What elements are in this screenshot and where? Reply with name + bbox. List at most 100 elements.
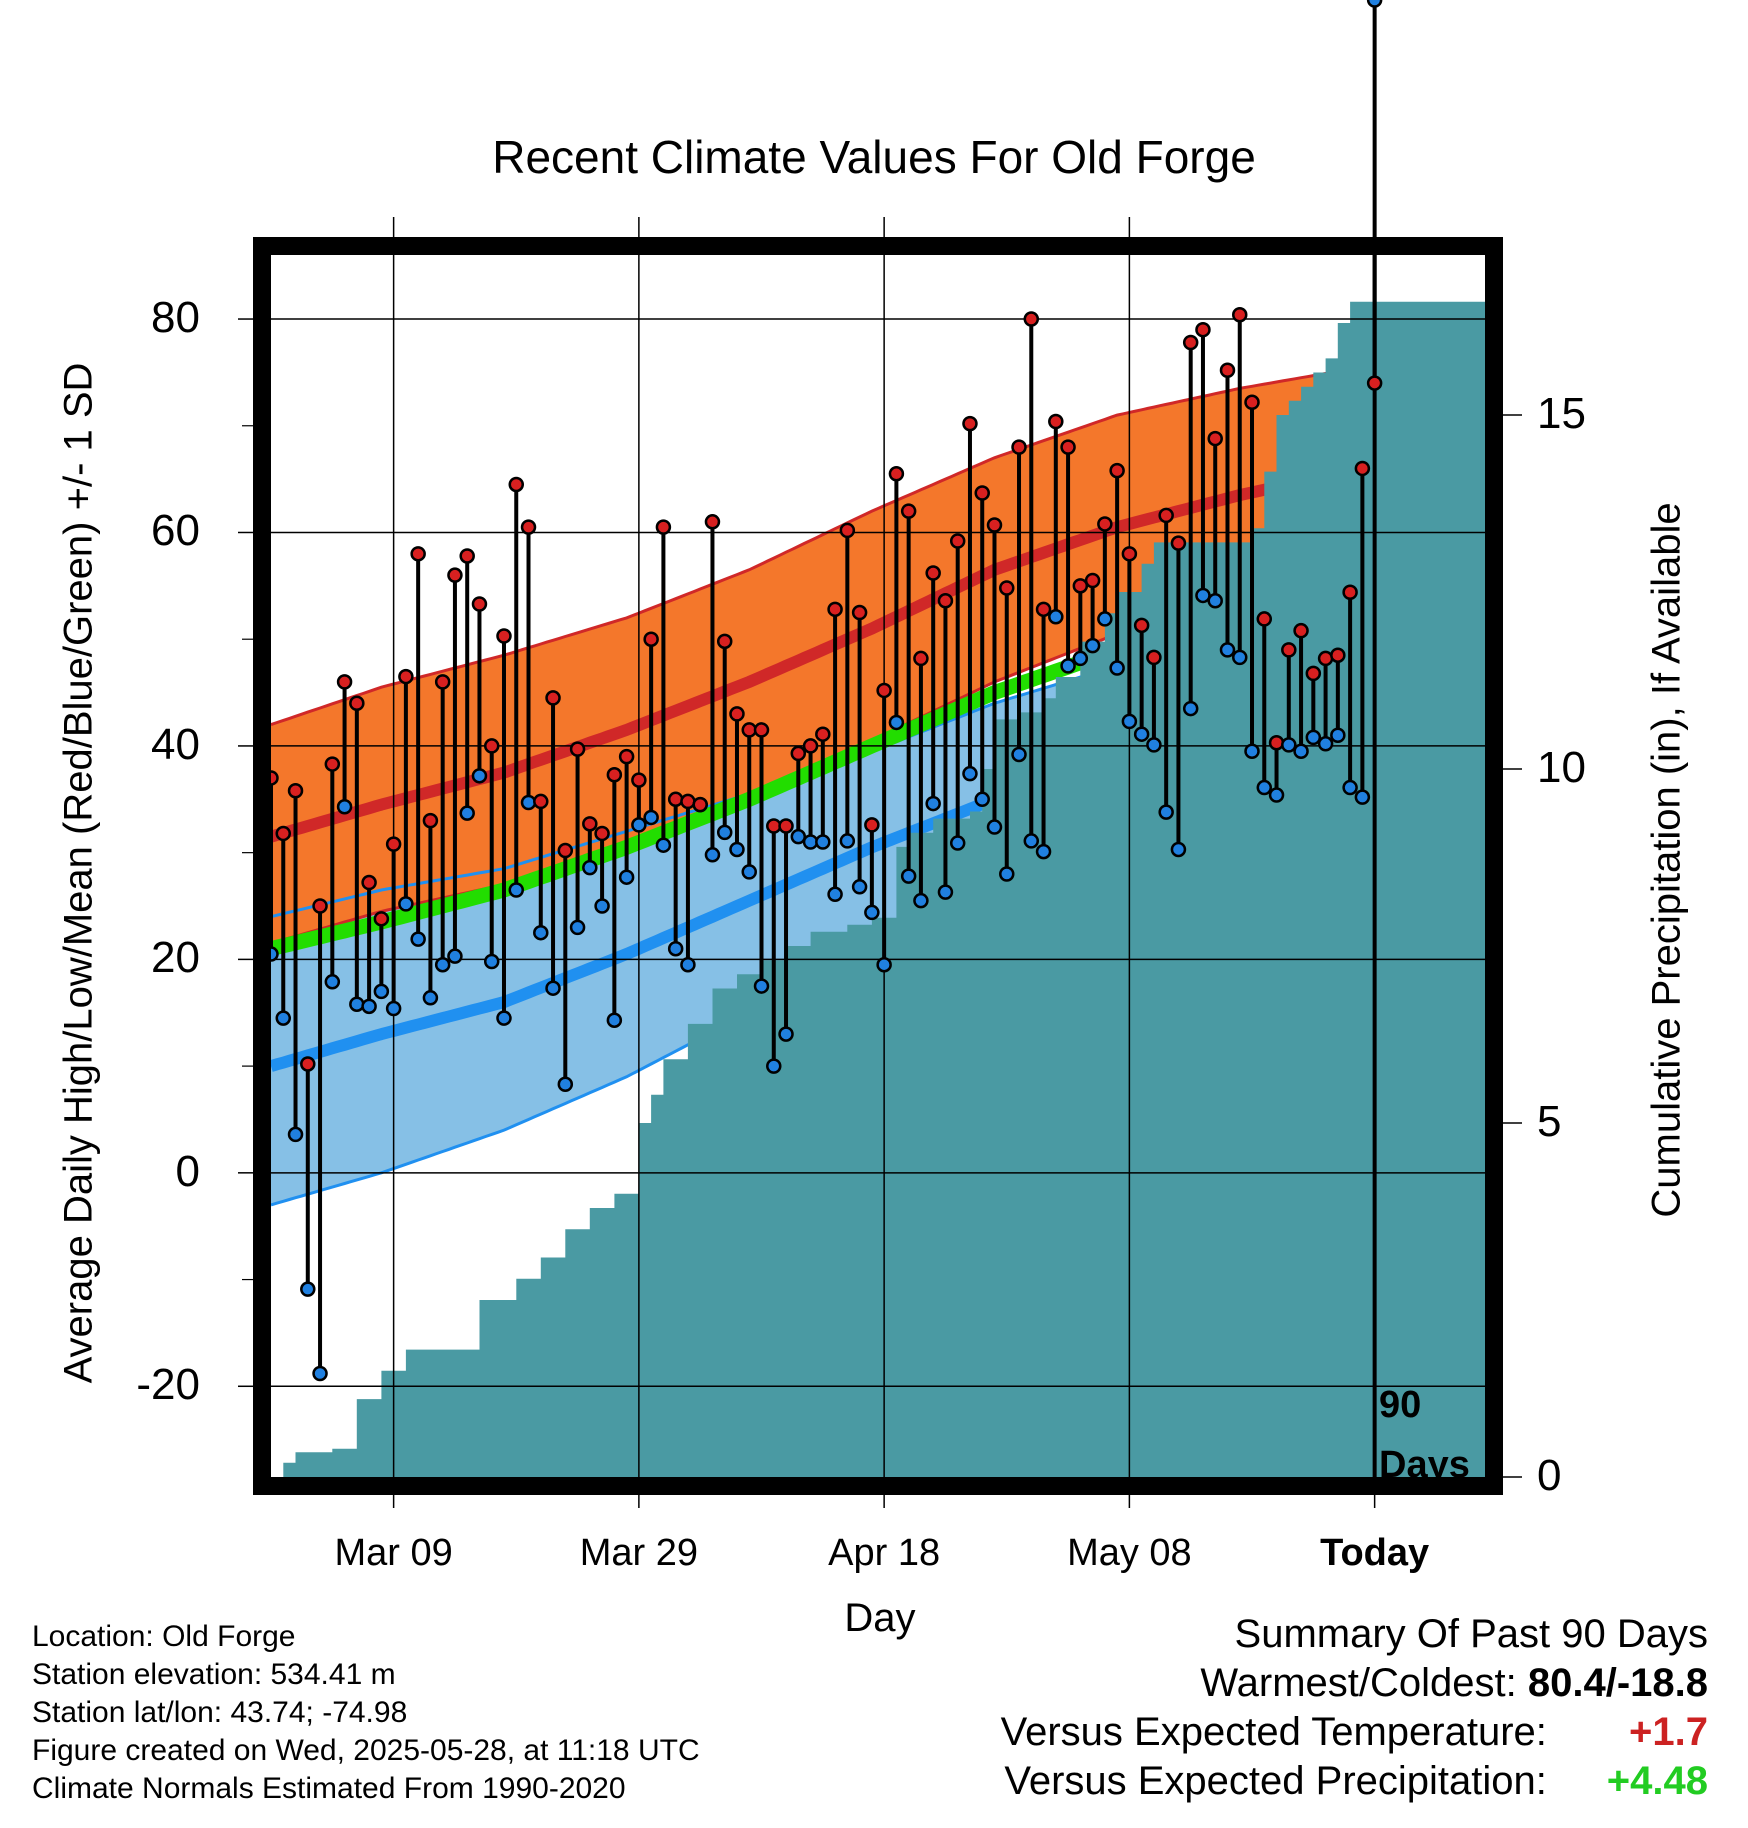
low-point [582, 859, 598, 876]
high-point [1048, 413, 1064, 430]
high-point [1305, 665, 1322, 682]
low-point [876, 956, 892, 973]
high-point [520, 519, 537, 535]
high-point [716, 633, 733, 650]
low-point [1023, 833, 1040, 849]
low-point [434, 956, 451, 973]
high-point [1268, 734, 1285, 751]
low-point [1084, 637, 1101, 654]
low-point [1244, 743, 1260, 760]
high-point [287, 783, 304, 799]
high-point [1195, 321, 1211, 338]
low-point [1219, 642, 1236, 658]
high-point [815, 726, 831, 742]
temp-anomaly-value: +1.7 [1629, 1710, 1708, 1754]
low-point [864, 904, 880, 921]
high-point [655, 519, 672, 535]
x-tick-label: May 08 [1067, 1532, 1192, 1574]
high-point [300, 1056, 316, 1072]
low-point [962, 765, 978, 782]
low-point [851, 879, 868, 895]
x-tick-label: Apr 18 [828, 1532, 941, 1574]
high-point [949, 533, 966, 549]
high-point [974, 485, 990, 501]
high-point [434, 674, 451, 690]
low-point [1256, 779, 1273, 796]
low-point [643, 809, 659, 826]
low-point [949, 835, 966, 851]
high-point [312, 898, 328, 914]
low-point [606, 1012, 623, 1028]
low-point [1158, 804, 1174, 820]
high-point [999, 580, 1015, 596]
low-point [594, 898, 610, 914]
warmest-coldest-value: 80.4/-18.8 [1527, 1661, 1708, 1705]
low-point [1182, 700, 1199, 717]
low-point [741, 864, 757, 880]
low-point [545, 980, 561, 996]
y-tick-label-left: 80 [151, 293, 200, 343]
high-point [545, 690, 561, 706]
low-point [1170, 841, 1187, 858]
low-point [618, 869, 635, 885]
low-point [986, 819, 1003, 835]
low-point [900, 868, 917, 884]
summary-precip-row: Versus Expected Precipitation: +4.48 [1001, 1757, 1708, 1806]
summary-warmest-coldest: Warmest/Coldest: 80.4/-18.8 [1001, 1659, 1708, 1708]
high-point [1293, 622, 1309, 639]
low-point [471, 768, 488, 784]
low-point [827, 886, 843, 903]
low-point [925, 795, 941, 812]
high-point [631, 772, 647, 788]
high-point [888, 466, 905, 482]
low-point [398, 896, 414, 912]
low-point [483, 953, 500, 970]
high-point [790, 745, 807, 762]
low-point [1354, 789, 1371, 805]
precip-anomaly-value: +4.48 [1606, 1759, 1708, 1803]
y-tick-label-right: 15 [1537, 389, 1586, 438]
x-tick-label: Mar 29 [579, 1532, 699, 1574]
warmest-coldest-label: Warmest/Coldest: [1200, 1661, 1517, 1705]
station-info: Location: Old Forge Station elevation: 5… [32, 1618, 700, 1808]
low-point [1305, 729, 1322, 746]
high-point [839, 522, 856, 539]
high-point [410, 546, 426, 562]
y-tick-label-right: 5 [1537, 1097, 1562, 1146]
station-location: Location: Old Forge [32, 1620, 296, 1653]
today-annotation-unit: Days [1379, 1444, 1470, 1486]
low-point [1330, 727, 1346, 744]
high-point [778, 818, 794, 834]
high-sd-band [271, 345, 1485, 944]
precipitation-area [271, 301, 1485, 1478]
low-point [422, 990, 439, 1006]
high-point [851, 604, 868, 621]
low-point [1281, 737, 1297, 753]
high-point [508, 476, 525, 493]
today-annotation: 90 Days [1379, 1375, 1470, 1495]
high-point [1084, 572, 1101, 589]
high-point [1109, 462, 1125, 479]
low-point [287, 1126, 304, 1143]
high-point [471, 596, 488, 612]
daily-observations [263, 0, 1383, 1382]
high-point [533, 793, 549, 810]
low-point [569, 919, 586, 936]
high-point [1256, 611, 1273, 627]
high-point [1219, 362, 1236, 379]
high-point [275, 825, 292, 842]
high-point [1035, 601, 1052, 618]
high-point [361, 874, 377, 891]
high-point [937, 593, 954, 609]
high-point [1231, 307, 1248, 323]
high-point [1317, 650, 1334, 667]
high-point [1023, 311, 1040, 327]
station-latlon: Station lat/lon: 43.74; -74.98 [32, 1696, 408, 1729]
high-point [1146, 649, 1162, 666]
high-point [569, 741, 586, 757]
low-point [790, 828, 807, 845]
low-point [704, 847, 721, 863]
high-point [594, 825, 610, 842]
high-point [1207, 430, 1223, 447]
low-point [999, 866, 1015, 882]
